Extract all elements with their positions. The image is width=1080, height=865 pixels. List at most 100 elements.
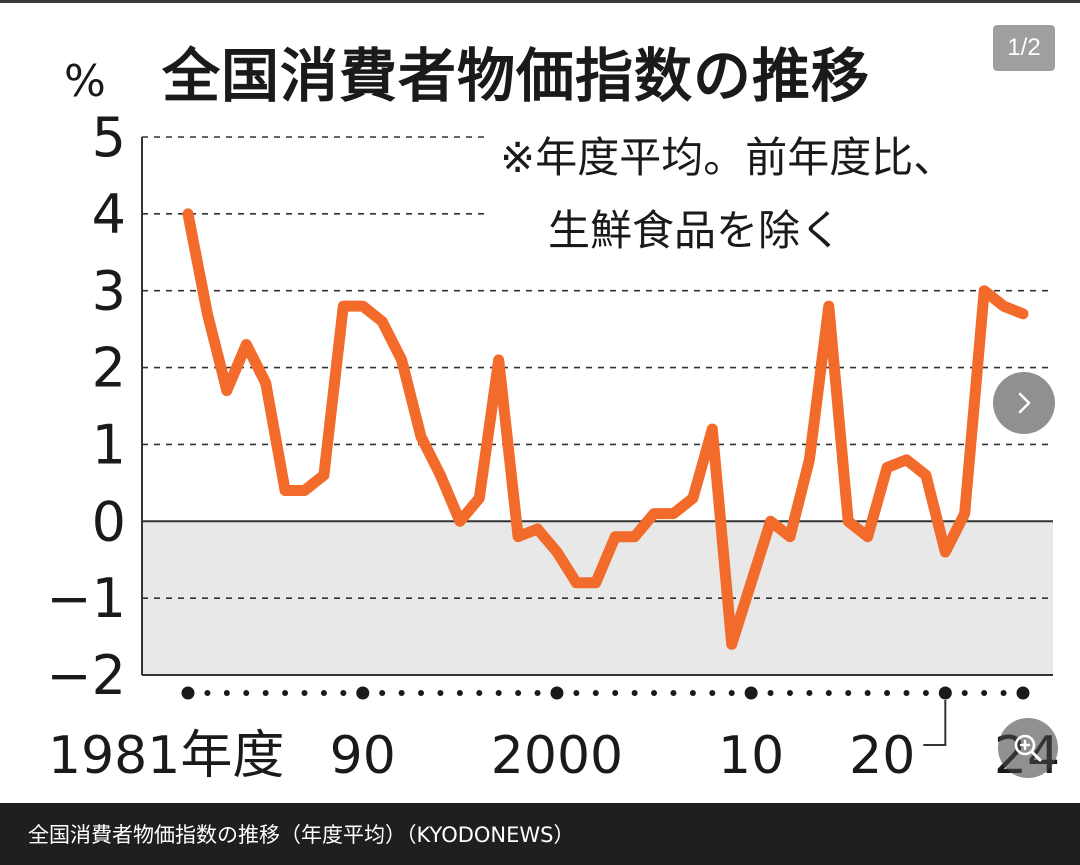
- x-year-dot: [262, 690, 269, 696]
- y-unit-label: %: [64, 56, 106, 107]
- data-point: [478, 497, 480, 499]
- chart-note-line-1: ※年度平均。前年度比、: [500, 133, 955, 182]
- x-tick-label: 1981年度: [48, 726, 284, 786]
- data-point: [731, 643, 733, 645]
- data-point: [983, 290, 985, 292]
- data-point: [498, 359, 500, 361]
- x-year-dot: [864, 690, 871, 696]
- x-year-dot: [767, 690, 774, 696]
- chart-svg: % 全国消費者物価指数の推移 ※年度平均。前年度比、 生鮮食品を除く 5 4 3 2 1…: [46, 42, 1060, 786]
- x-year-dot: [515, 690, 522, 696]
- data-point: [808, 459, 810, 461]
- x-year-dot: [786, 690, 793, 696]
- y-tick-label: 4: [92, 183, 126, 246]
- x-year-dot: [181, 686, 195, 700]
- zoom-button[interactable]: [998, 718, 1058, 778]
- x-year-dot: [825, 690, 832, 696]
- x-year-dot: [689, 690, 696, 696]
- data-point: [226, 390, 228, 392]
- data-point: [304, 490, 306, 492]
- data-point: [692, 497, 694, 499]
- cpi-series-line: [182, 208, 1029, 650]
- chart-note-line-2: 生鮮食品を除く: [548, 206, 842, 255]
- x-year-dot: [709, 690, 716, 696]
- data-point: [828, 305, 830, 307]
- x-year-dot: [320, 690, 327, 696]
- x-year-dot: [612, 690, 619, 696]
- x-year-dot: [961, 690, 968, 696]
- x-year-dot: [495, 690, 502, 696]
- caption-text: 全国消費者物価指数の推移（年度平均）（KYODONEWS）: [28, 823, 575, 847]
- x-year-dot: [922, 690, 929, 696]
- data-point: [886, 466, 888, 468]
- data-point: [905, 459, 907, 461]
- x-year-dot: [204, 690, 211, 696]
- data-point: [750, 582, 752, 584]
- x-year-dot: [356, 686, 370, 700]
- data-point: [711, 428, 713, 430]
- x-year-dot: [592, 690, 599, 696]
- data-point: [614, 536, 616, 538]
- data-point: [944, 551, 946, 553]
- x-year-dot: [301, 690, 308, 696]
- y-tick-label: 5: [92, 106, 126, 169]
- data-point: [847, 520, 849, 522]
- y-tick-label: 0: [92, 490, 126, 553]
- data-point: [925, 474, 927, 476]
- x-tick-label: 20: [849, 726, 915, 786]
- data-point: [1022, 313, 1024, 315]
- x-year-dot: [418, 690, 425, 696]
- data-point: [284, 490, 286, 492]
- x-year-dot: [845, 690, 852, 696]
- x-year-dot: [223, 690, 230, 696]
- data-point: [595, 582, 597, 584]
- x-year-dot: [903, 690, 910, 696]
- x-year-dot: [938, 686, 952, 700]
- y-tick-label: 2: [92, 337, 126, 400]
- data-point: [401, 359, 403, 361]
- data-point: [575, 582, 577, 584]
- data-point: [323, 474, 325, 476]
- data-point: [187, 213, 189, 215]
- y-tick-label: 1: [92, 413, 126, 476]
- x-tick-label: 90: [330, 726, 396, 786]
- caption-bar: 全国消費者物価指数の推移（年度平均）（KYODONEWS）: [0, 803, 1080, 865]
- x-year-dot: [437, 690, 444, 696]
- data-point: [517, 536, 519, 538]
- data-point: [459, 520, 461, 522]
- x-year-dot: [651, 690, 658, 696]
- data-point: [265, 382, 267, 384]
- x-year-dot: [550, 686, 564, 700]
- data-point: [420, 436, 422, 438]
- y-tick-label: −2: [46, 644, 126, 707]
- x-tick-label: 2000: [491, 726, 623, 786]
- x-year-dot: [340, 690, 347, 696]
- data-point: [770, 520, 772, 522]
- data-point: [964, 513, 966, 515]
- chart-title: 全国消費者物価指数の推移: [161, 42, 870, 110]
- x-tick-label: 10: [718, 726, 784, 786]
- x-year-dot: [243, 690, 250, 696]
- chevron-right-icon: [1018, 392, 1031, 414]
- x-tick-leader-line: [923, 700, 947, 746]
- data-point: [381, 320, 383, 322]
- data-point: [439, 474, 441, 476]
- data-point: [672, 513, 674, 515]
- x-year-dot: [282, 690, 289, 696]
- data-point: [206, 313, 208, 315]
- x-year-dot: [476, 690, 483, 696]
- data-point: [342, 305, 344, 307]
- x-year-dot: [631, 690, 638, 696]
- x-year-dot: [1016, 686, 1030, 700]
- x-year-dot: [806, 690, 813, 696]
- data-point: [556, 551, 558, 553]
- x-year-dot: [534, 690, 541, 696]
- x-year-dot: [573, 690, 580, 696]
- x-year-dot: [456, 690, 463, 696]
- x-year-dot: [744, 686, 758, 700]
- image-counter: 1/2: [993, 25, 1055, 71]
- y-tick-label: 3: [92, 260, 126, 323]
- next-image-button[interactable]: [993, 372, 1055, 434]
- y-tick-label: −1: [46, 567, 126, 630]
- data-point: [867, 536, 869, 538]
